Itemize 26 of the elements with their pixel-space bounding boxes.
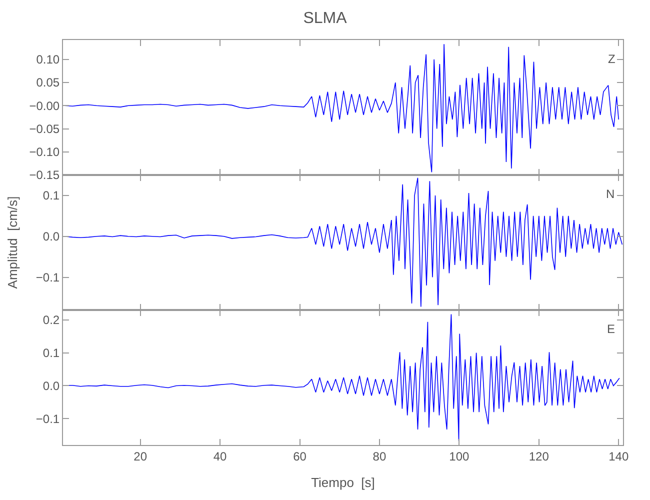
y-tick-label: −0.10 xyxy=(29,145,60,160)
x-tick-label: 120 xyxy=(528,449,550,464)
x-tick-label: 60 xyxy=(293,449,307,464)
y-axis-title: Amplitud [cm/s] xyxy=(4,196,20,289)
y-tick-label: 0.2 xyxy=(42,313,60,328)
y-tick-label: −0.1 xyxy=(36,412,60,426)
x-tick-label: 20 xyxy=(134,449,148,464)
x-tick-label: 140 xyxy=(608,449,629,464)
x-tick-label: 100 xyxy=(449,449,470,464)
annotation: N xyxy=(606,187,615,201)
x-axis-title: Tiempo [s] xyxy=(311,475,375,490)
y-tick-label: 0.0 xyxy=(42,230,60,244)
y-tick-label: −0.15 xyxy=(29,168,60,182)
x-tick-label: 80 xyxy=(372,449,386,464)
y-tick-label: −0.05 xyxy=(29,122,60,136)
x-tick-label: 40 xyxy=(213,449,228,464)
y-tick-label: 0.05 xyxy=(36,76,60,90)
y-tick-label: 0.1 xyxy=(42,346,60,360)
annotation: E xyxy=(607,322,616,336)
chart-title: SLMA xyxy=(303,10,348,28)
y-tick-label: −0.00 xyxy=(29,98,60,113)
y-tick-label: 0.0 xyxy=(42,378,60,393)
y-tick-label: −0.1 xyxy=(36,270,60,284)
annotation: Z xyxy=(608,52,616,66)
y-tick-label: 0.10 xyxy=(36,52,60,67)
y-tick-label: 0.1 xyxy=(42,188,60,203)
